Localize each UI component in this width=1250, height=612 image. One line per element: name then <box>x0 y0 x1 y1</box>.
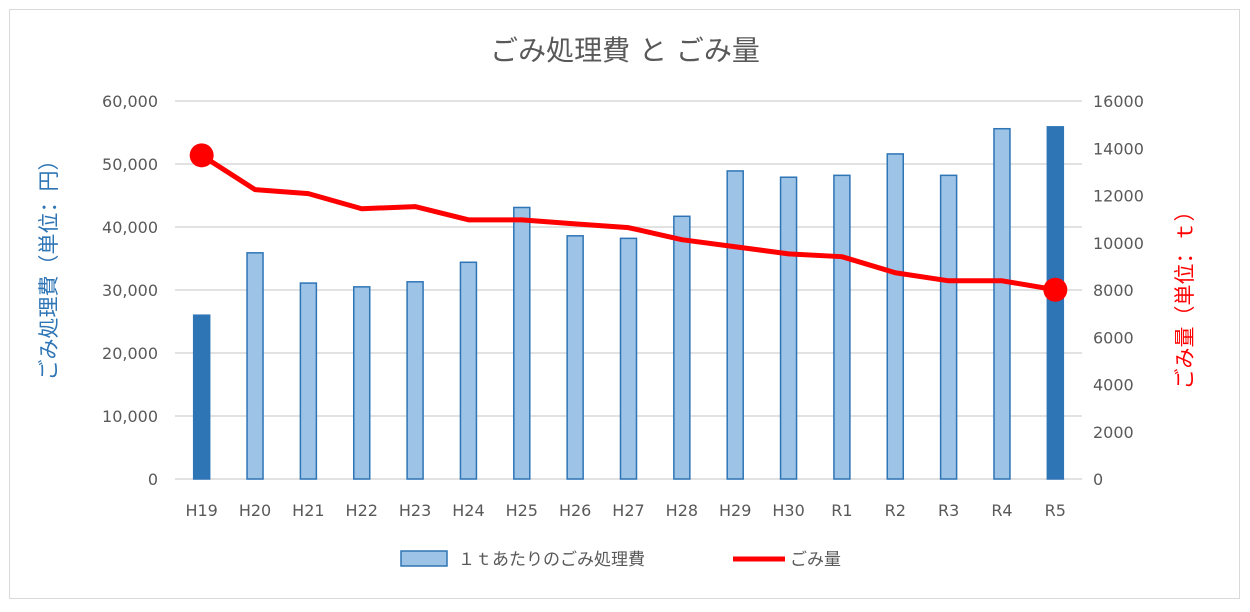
x-tick-label: R5 <box>1045 501 1066 520</box>
y2-tick-label: 12000 <box>1093 187 1144 206</box>
bar-H25 <box>513 206 531 480</box>
bar-H28 <box>673 215 691 480</box>
line-marker-H19 <box>189 143 214 168</box>
y2-tick-label: 0 <box>1093 470 1103 489</box>
line-series-gomi-ryo <box>200 153 1056 293</box>
bar-R5 <box>1046 126 1065 480</box>
x-tick-label: H26 <box>559 501 591 520</box>
x-tick-label: H27 <box>612 501 644 520</box>
x-tick-label: H28 <box>666 501 698 520</box>
y2-tick-label: 2000 <box>1093 423 1134 442</box>
bar-R4 <box>993 127 1011 480</box>
y2-axis-title: ごみ量（単位：ｔ） <box>1173 201 1197 390</box>
bar-R1 <box>833 174 851 480</box>
bar-R3 <box>939 174 958 480</box>
bar-H29 <box>726 170 744 480</box>
x-tick-label: H19 <box>185 501 217 520</box>
y2-tick-label: 8000 <box>1093 281 1134 300</box>
x-tick-label: H30 <box>772 501 804 520</box>
y-axis-title: ごみ処理費（単位：円） <box>37 150 61 381</box>
line-marker-R5 <box>1043 277 1068 302</box>
x-tick-label: H21 <box>292 501 324 520</box>
legend-bar-label: １ｔあたりのごみ処理費 <box>458 550 645 570</box>
bar-R2 <box>886 153 905 480</box>
y-tick-label: 20,000 <box>102 344 158 363</box>
bar-H21 <box>299 282 318 480</box>
bar-H24 <box>459 261 478 480</box>
bar-H27 <box>619 237 638 480</box>
y-tick-label: 50,000 <box>102 155 158 174</box>
bar-H30 <box>779 176 798 480</box>
y-tick-label: 30,000 <box>102 281 158 300</box>
legend-bar-swatch <box>400 550 448 567</box>
x-tick-label: H20 <box>239 501 271 520</box>
x-tick-label: H24 <box>452 501 484 520</box>
bar-H26 <box>566 235 584 480</box>
y2-tick-label: 6000 <box>1093 328 1134 347</box>
x-tick-label: H22 <box>346 501 378 520</box>
bar-H23 <box>406 281 424 480</box>
legend: １ｔあたりのごみ処理費 ごみ量 <box>400 550 841 570</box>
chart-frame <box>9 9 1240 599</box>
legend-line-label: ごみ量 <box>790 550 841 570</box>
y-tick-label: 40,000 <box>102 218 158 237</box>
y2-tick-label: 16000 <box>1093 92 1144 111</box>
y2-tick-label: 10000 <box>1093 234 1144 253</box>
y-tick-label: 60,000 <box>102 92 158 111</box>
x-tick-label: R1 <box>831 501 852 520</box>
chart-title: ごみ処理費 と ごみ量 <box>490 34 760 67</box>
x-tick-label: R3 <box>938 501 959 520</box>
y-tick-label: 0 <box>148 470 158 489</box>
y2-tick-label: 14000 <box>1093 139 1144 158</box>
x-tick-label: R4 <box>991 501 1012 520</box>
x-tick-label: H23 <box>399 501 431 520</box>
x-tick-label: R2 <box>885 501 906 520</box>
bar-H19 <box>192 314 211 480</box>
bar-H20 <box>246 252 264 480</box>
x-tick-label: H25 <box>506 501 538 520</box>
y2-tick-label: 4000 <box>1093 376 1134 395</box>
x-tick-label: H29 <box>719 501 751 520</box>
y-tick-label: 10,000 <box>102 407 158 426</box>
bar-H22 <box>352 286 371 480</box>
